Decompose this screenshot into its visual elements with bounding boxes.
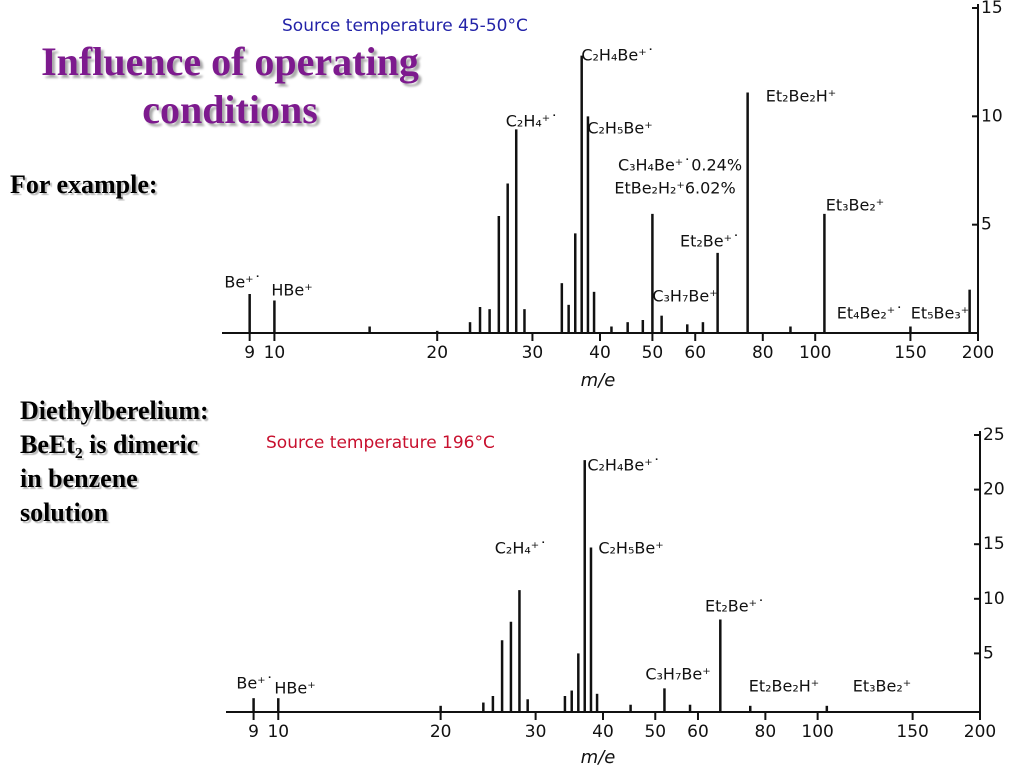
peak-annotation: HBe⁺ <box>271 281 312 300</box>
x-tick-label: 150 <box>896 722 928 742</box>
x-tick-label: 100 <box>799 343 831 363</box>
peak-annotation: C₂H₄⁺˙ <box>506 112 558 131</box>
peak-annotation: Et₃Be₂⁺ <box>853 677 911 696</box>
x-tick-label: 20 <box>430 722 452 742</box>
x-tick-label: 200 <box>964 722 996 742</box>
slide-title: Influence of operating conditions <box>41 39 419 132</box>
peak-annotation: C₃H₇Be⁺ <box>645 665 710 684</box>
x-tick-label: 60 <box>684 343 706 363</box>
peak-annotation: C₂H₄Be⁺˙ <box>581 46 654 65</box>
x-tick-label: 30 <box>522 343 544 363</box>
description-line: BeEt₂ is dimeric <box>20 430 199 459</box>
y-tick-label: 15 <box>981 0 1003 18</box>
x-tick-label: 80 <box>755 722 777 742</box>
peak-annotation: Et₂Be⁺˙ <box>705 597 765 616</box>
y-tick-label: 5 <box>981 215 992 235</box>
peak-annotation: Et₂Be₂H⁺ <box>766 87 837 106</box>
peak-annotation: C₃H₄Be⁺˙0.24% <box>618 156 742 175</box>
peak-annotation: HBe⁺ <box>274 679 315 698</box>
peak-annotation: EtBe₂H₂⁺6.02% <box>614 179 735 198</box>
x-tick-label: 200 <box>962 343 994 363</box>
example-label: For example: <box>10 170 158 199</box>
y-tick-label: 5 <box>983 643 994 663</box>
peak-annotation: Et₄Be₂⁺˙ <box>837 304 903 323</box>
x-tick-label: 40 <box>592 722 614 742</box>
x-tick-label: 60 <box>687 722 709 742</box>
y-tick-label: 10 <box>983 589 1005 609</box>
x-tick-label: 50 <box>642 343 664 363</box>
y-tick-label: 10 <box>981 106 1003 126</box>
peak-annotation: C₂H₄⁺˙ <box>495 539 547 558</box>
x-tick-label: 50 <box>644 722 666 742</box>
peak-annotation: Be⁺˙ <box>224 273 261 292</box>
x-tick-label: 10 <box>264 343 286 363</box>
peak-annotation: C₂H₅Be⁺ <box>587 119 652 138</box>
y-tick-label: 15 <box>983 534 1005 554</box>
x-tick-label: 9 <box>248 722 259 742</box>
x-tick-label: 30 <box>525 722 547 742</box>
peak-annotation: Et₂Be⁺˙ <box>680 232 740 251</box>
description-line: in benzene <box>20 464 138 493</box>
x-tick-label: 150 <box>894 343 926 363</box>
y-tick-label: 25 <box>983 425 1005 445</box>
peak-annotation: C₃H₇Be⁺ <box>652 287 717 306</box>
peak-annotation: C₂H₄Be⁺˙ <box>587 456 660 475</box>
chart-title: Source temperature 196°C <box>266 433 495 453</box>
y-tick-label: 20 <box>983 480 1005 500</box>
x-tick-label: 9 <box>244 343 255 363</box>
description: Diethylberelium: BeEt₂ is dimeric in ben… <box>20 394 209 530</box>
peak-annotation: Be⁺˙ <box>236 674 273 693</box>
chart-title: Source temperature 45-50°C <box>282 16 528 36</box>
peak-annotation: C₂H₅Be⁺ <box>598 539 663 558</box>
description-line: Diethylberelium: <box>20 396 209 425</box>
x-tick-label: 80 <box>752 343 774 363</box>
peak-annotation: Et₃Be₂⁺ <box>826 196 884 215</box>
peak-annotation: Et₂Be₂H⁺ <box>749 677 820 696</box>
x-axis-label: m/e <box>581 370 616 391</box>
description-line: solution <box>20 498 109 527</box>
x-tick-label: 20 <box>426 343 448 363</box>
x-tick-label: 40 <box>589 343 611 363</box>
x-axis-label: m/e <box>581 747 616 768</box>
x-tick-label: 10 <box>267 722 289 742</box>
x-tick-label: 100 <box>801 722 833 742</box>
peak-annotation: Et₅Be₃⁺ <box>911 304 969 323</box>
